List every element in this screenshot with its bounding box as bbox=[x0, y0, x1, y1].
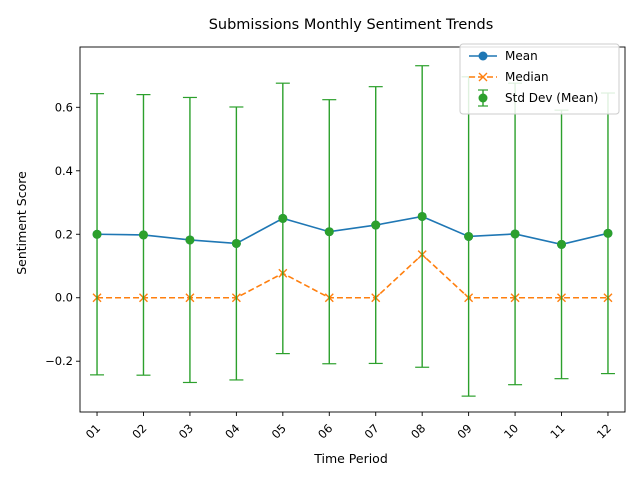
x-tick-label: 06 bbox=[315, 421, 335, 441]
legend-std-dev-label: Std Dev (Mean) bbox=[505, 91, 598, 105]
x-tick-label: 11 bbox=[547, 421, 567, 441]
x-tick-label: 04 bbox=[222, 421, 242, 441]
median-series-line bbox=[97, 253, 608, 299]
chart-title: Submissions Monthly Sentiment Trends bbox=[209, 17, 494, 33]
legend-box bbox=[459, 43, 620, 115]
mean-series-line bbox=[97, 215, 609, 246]
std-dev-point bbox=[92, 229, 102, 239]
legend-mean-label: Mean bbox=[505, 49, 538, 63]
x-tick-label: 05 bbox=[269, 421, 289, 441]
legend-std-dev-marker bbox=[478, 93, 488, 103]
legend-median-marker bbox=[478, 72, 488, 82]
x-tick-label: 12 bbox=[594, 421, 614, 441]
x-axis-label: Time Period bbox=[313, 451, 388, 466]
plot-frame bbox=[79, 46, 626, 413]
std-dev-point bbox=[278, 213, 288, 223]
x-tick-label: 10 bbox=[501, 421, 521, 441]
std-dev-point bbox=[603, 228, 613, 238]
x-tick-label: 09 bbox=[454, 421, 474, 441]
y-tick-label: 0.2 bbox=[55, 227, 73, 241]
std-dev-point bbox=[417, 211, 427, 221]
x-tick-label: 08 bbox=[408, 421, 428, 441]
y-tick-label: 0.6 bbox=[55, 100, 73, 114]
plot-area: −0.2 0.0 0.2 0.4 0.6 01 02 03 04 05 06 07 08 09 10 11 12 bbox=[45, 46, 626, 441]
x-tick-label: 02 bbox=[129, 421, 149, 441]
std-dev-point bbox=[371, 220, 381, 230]
std-dev-point bbox=[185, 235, 195, 245]
std-dev-point bbox=[231, 238, 241, 248]
std-dev-point bbox=[557, 239, 567, 249]
y-tick-label: 0.4 bbox=[55, 164, 73, 178]
x-tick-label: 07 bbox=[362, 421, 382, 441]
y-tick-label: −0.2 bbox=[45, 354, 73, 368]
std-dev-point bbox=[510, 229, 520, 239]
y-axis-label: Sentiment Score bbox=[14, 171, 29, 275]
x-tick-label: 01 bbox=[83, 421, 103, 441]
std-dev-point bbox=[464, 231, 474, 241]
legend: Mean Median Std Dev (Mean) bbox=[459, 43, 620, 115]
y-tick-label: 0.0 bbox=[55, 291, 73, 305]
x-tick-label: 03 bbox=[176, 421, 196, 441]
legend-mean-marker bbox=[478, 51, 488, 61]
std-dev-point bbox=[138, 230, 148, 240]
std-dev-point bbox=[324, 227, 334, 237]
legend-median-label: Median bbox=[505, 70, 549, 84]
